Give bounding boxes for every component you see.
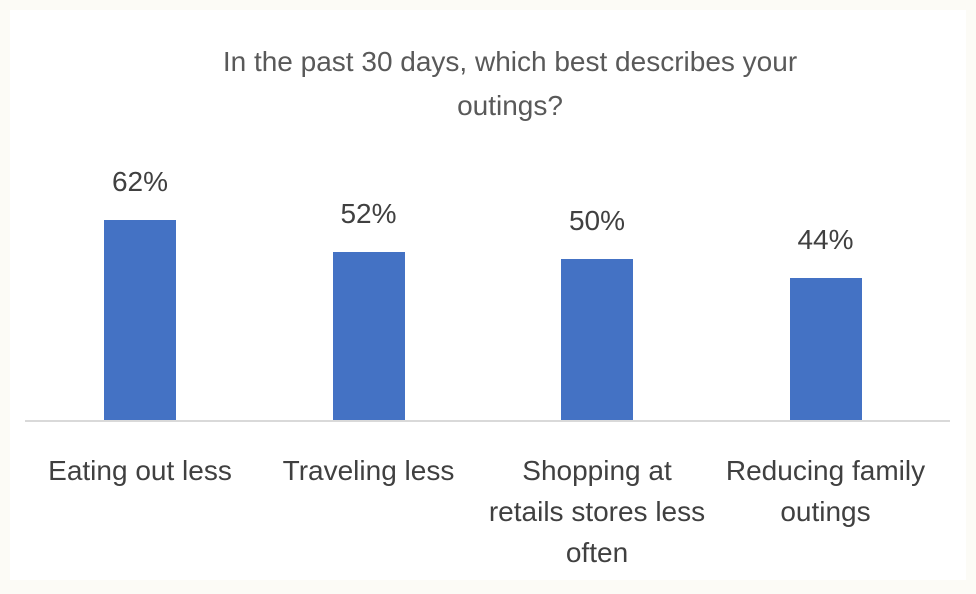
chart-title: In the past 30 days, which best describe… (222, 46, 798, 121)
data-label: 52% (340, 198, 397, 230)
bar (332, 252, 405, 420)
bar (789, 278, 862, 420)
bar (104, 220, 176, 420)
data-label: 50% (568, 204, 626, 236)
x-tick-label: Shopping at retails stores less often (488, 455, 706, 568)
chart: In the past 30 days, which best describe… (10, 10, 966, 580)
x-tick-label: Traveling less (282, 455, 455, 486)
x-tick-label: Eating out less (48, 455, 232, 486)
category-axis (25, 420, 950, 422)
x-tick-label: Reducing family outings (725, 455, 926, 527)
bar (561, 258, 633, 420)
data-label: 62% (111, 166, 169, 197)
data-label: 44% (797, 224, 854, 256)
